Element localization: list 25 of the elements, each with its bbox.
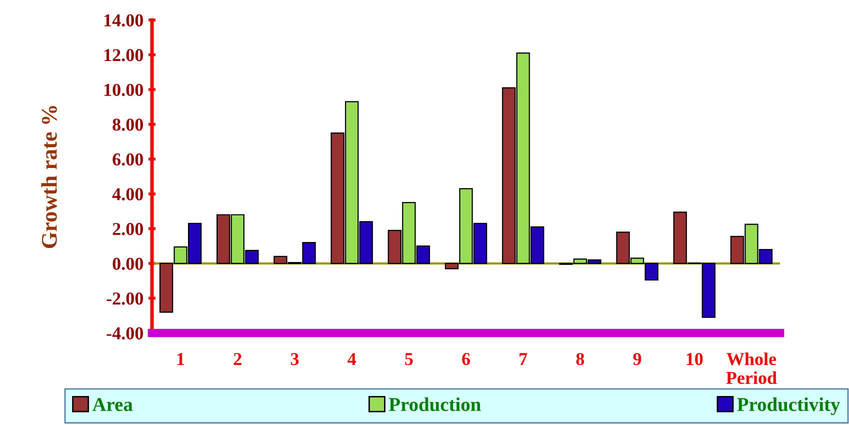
y-axis-title: Growth rate % [41,106,57,248]
y-tick-label: -2.00 [106,292,143,305]
y-tick-label: 0.00 [112,258,143,270]
y-tick-label: 4.00 [112,188,143,200]
x-tick-label: 10 [686,352,703,366]
y-tick-label: 2.00 [112,222,143,236]
y-tick-label: 14.00 [104,14,143,27]
x-tick-label: 2 [234,353,242,365]
y-tick-label: 6.00 [112,153,143,166]
x-tick-label: Whole Period [726,352,777,384]
legend-label: Productivity [737,397,840,416]
x-tick-label: 5 [405,353,413,366]
x-tick-label: 4 [348,353,356,365]
legend-label: Production [388,397,481,412]
y-tick-label: 8.00 [112,118,143,131]
x-tick-label: 8 [576,352,584,366]
y-tick-label: -4.00 [106,327,143,340]
y-tick-label: 12.00 [104,49,143,62]
x-tick-label: 3 [290,353,299,366]
x-tick-label: 6 [462,353,470,366]
y-tick-label: 10.00 [104,84,143,96]
legend-label: Area [92,398,133,412]
x-tick-label: 1 [177,353,184,365]
x-tick-label: 7 [520,353,528,365]
x-tick-label: 9 [633,353,642,366]
